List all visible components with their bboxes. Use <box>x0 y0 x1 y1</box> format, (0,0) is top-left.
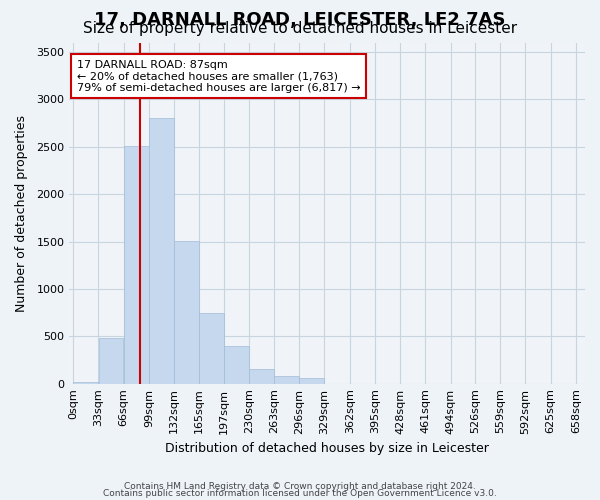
Bar <box>73 382 98 384</box>
Text: Size of property relative to detached houses in Leicester: Size of property relative to detached ho… <box>83 22 517 36</box>
Text: Contains public sector information licensed under the Open Government Licence v3: Contains public sector information licen… <box>103 489 497 498</box>
Bar <box>174 240 199 384</box>
Bar <box>274 376 299 384</box>
Y-axis label: Number of detached properties: Number of detached properties <box>15 114 28 312</box>
Bar <box>249 370 274 384</box>
Text: 17, DARNALL ROAD, LEICESTER, LE2 7AS: 17, DARNALL ROAD, LEICESTER, LE2 7AS <box>94 11 506 29</box>
Bar <box>224 346 248 384</box>
Bar <box>124 146 149 384</box>
Text: 17 DARNALL ROAD: 87sqm
← 20% of detached houses are smaller (1,763)
79% of semi-: 17 DARNALL ROAD: 87sqm ← 20% of detached… <box>77 60 361 93</box>
Bar <box>199 312 224 384</box>
Bar <box>98 338 124 384</box>
Text: Contains HM Land Registry data © Crown copyright and database right 2024.: Contains HM Land Registry data © Crown c… <box>124 482 476 491</box>
Bar <box>149 118 174 384</box>
Bar <box>299 378 324 384</box>
X-axis label: Distribution of detached houses by size in Leicester: Distribution of detached houses by size … <box>165 442 489 455</box>
